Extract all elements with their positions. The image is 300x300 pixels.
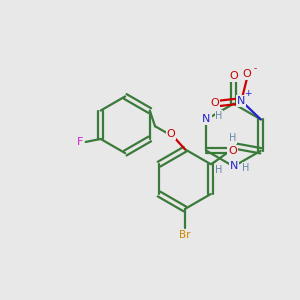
Text: H: H [215,165,222,175]
Text: O: O [229,71,238,81]
Text: O: O [228,146,237,156]
Text: H: H [215,111,223,121]
Text: N: N [230,161,238,171]
Text: N: N [237,96,245,106]
Text: -: - [254,64,257,74]
Text: Br: Br [179,230,191,240]
Text: H: H [229,133,236,143]
Text: N: N [202,114,211,124]
Text: O: O [167,129,176,139]
Text: F: F [76,137,83,147]
Text: O: O [210,98,219,108]
Text: H: H [242,163,250,173]
Text: +: + [244,89,252,98]
Text: O: O [242,69,251,79]
